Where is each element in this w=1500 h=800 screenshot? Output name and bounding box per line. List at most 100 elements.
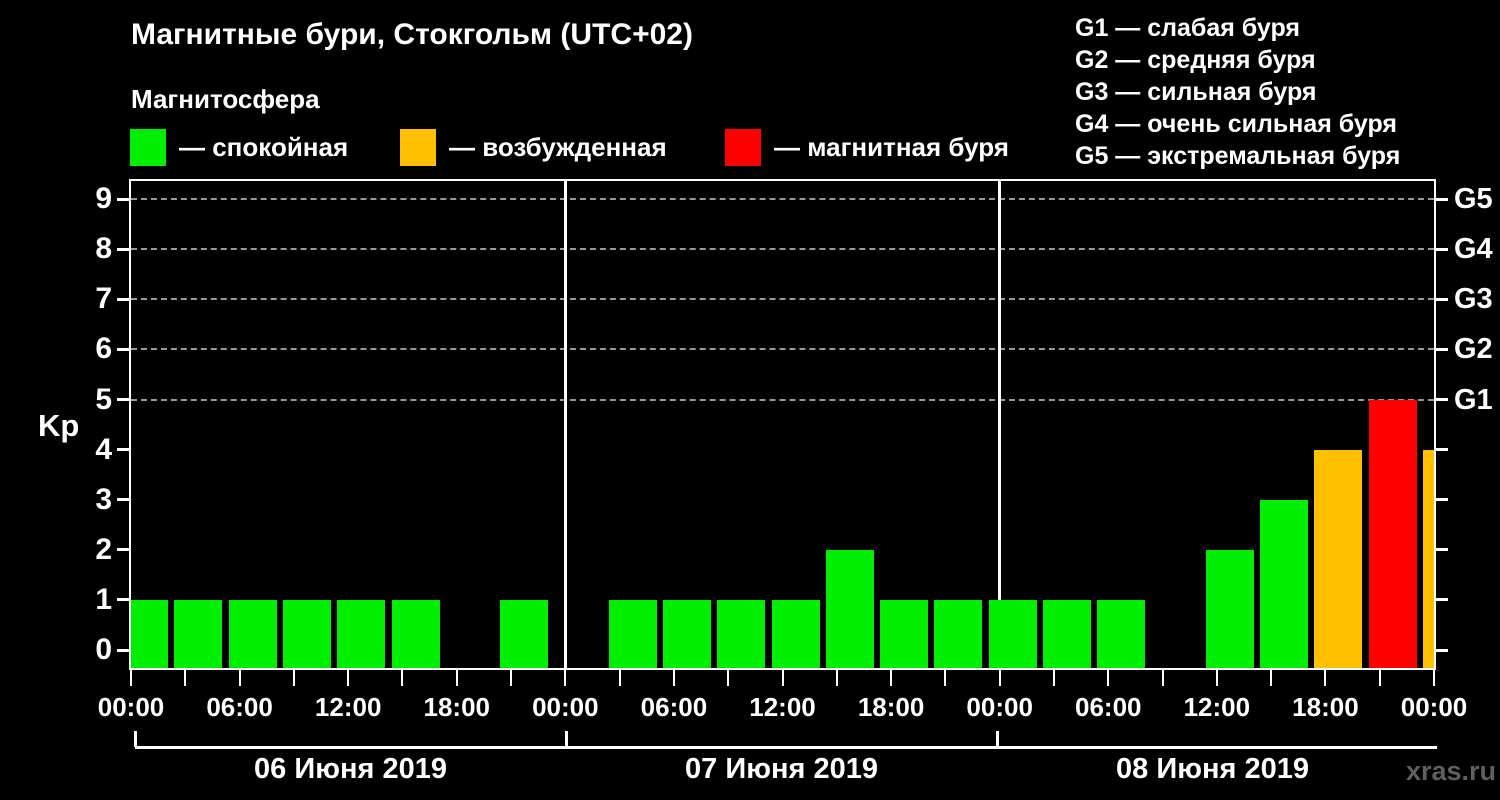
g-level-label: G3: [1454, 283, 1493, 316]
legend-item-quiet: — спокойная: [130, 129, 348, 166]
y-tick-label: 9: [95, 182, 112, 216]
x-tick-label: 18:00: [423, 692, 491, 722]
g-scale-line-g3: G3 — сильная буря: [1075, 78, 1317, 106]
date-label: 08 Июня 2019: [1116, 753, 1309, 785]
y-tick-label: 2: [95, 532, 112, 566]
legend-label-storm: — магнитная буря: [774, 132, 1009, 162]
date-label: 06 Июня 2019: [254, 753, 447, 785]
x-tick-label: 06:00: [206, 692, 273, 722]
x-tick: [1052, 668, 1055, 686]
y-tick: [117, 247, 129, 251]
kp-bar: [1097, 599, 1146, 668]
x-tick: [1161, 668, 1164, 686]
y-tick-label: 3: [95, 482, 112, 516]
kp-bar: [1043, 599, 1091, 668]
kp-bar: [1368, 399, 1417, 668]
x-tick: [455, 668, 458, 686]
x-tick-label: 12:00: [314, 692, 382, 722]
x-tick: [401, 668, 404, 686]
excited-color-swatch-icon: [400, 129, 436, 166]
watermark: xras.ru: [1405, 756, 1496, 786]
legend-label-quiet: — спокойная: [179, 132, 349, 162]
date-bracket-tick: [134, 731, 137, 747]
x-tick-label: 12:00: [749, 692, 816, 722]
kp-bar: [934, 599, 983, 668]
x-tick: [1324, 668, 1327, 686]
y-tick: [117, 398, 129, 401]
x-tick: [998, 668, 1001, 686]
y-tick: [117, 598, 129, 602]
kp-bar: [608, 599, 657, 668]
x-tick: [1270, 668, 1273, 686]
quiet-color-swatch-icon: [130, 129, 166, 166]
day-divider-line: [563, 181, 567, 668]
g-scale-line-g4: G4 — очень сильная буря: [1075, 110, 1397, 138]
right-axis-tick: [1436, 197, 1448, 201]
kp-bar: [880, 599, 929, 668]
kp-bar: [771, 599, 820, 668]
date-label: 07 Июня 2019: [685, 753, 878, 785]
kp-bar: [500, 599, 548, 668]
kp-bar: [1314, 449, 1363, 668]
x-tick: [1107, 668, 1110, 686]
right-axis-tick: [1436, 398, 1448, 401]
date-bracket-tick: [565, 731, 568, 747]
legend-label-excited: — возбужденная: [449, 132, 667, 162]
right-axis-tick: [1436, 598, 1448, 602]
kp-bar: [282, 599, 331, 668]
date-bracket-line: [135, 746, 1437, 749]
x-tick: [292, 668, 295, 686]
g-scale-line-g5: G5 — экстремальная буря: [1075, 142, 1401, 170]
x-tick-label: 12:00: [1183, 692, 1251, 722]
x-tick: [618, 668, 621, 686]
x-tick: [727, 668, 730, 686]
x-tick-label: 18:00: [1292, 692, 1359, 722]
grid-line: [131, 298, 1434, 301]
plot-area: [129, 179, 1436, 670]
kp-bar: [825, 549, 874, 668]
y-tick: [117, 498, 129, 502]
g-level-label: G1: [1454, 383, 1493, 416]
x-tick: [184, 668, 187, 686]
x-tick: [347, 668, 350, 686]
legend-item-storm: — магнитная буря: [725, 129, 1009, 166]
right-axis-tick: [1436, 548, 1448, 552]
y-tick-label: 6: [95, 332, 112, 366]
x-tick-label: 06:00: [640, 692, 708, 722]
g-scale-legend: G1 — слабая буря G2 — средняя буря G3 — …: [1075, 12, 1400, 172]
chart-title: Магнитные бури, Стокгольм (UTC+02): [131, 18, 693, 51]
kp-bar: [662, 599, 711, 668]
grid-line: [131, 348, 1434, 351]
kp-bar: [131, 599, 168, 668]
legend-item-excited: — возбужденная: [400, 129, 667, 166]
x-tick: [130, 668, 132, 686]
kp-bar: [1205, 549, 1254, 668]
right-axis-tick: [1436, 648, 1448, 652]
y-tick: [117, 347, 129, 351]
chart-subtitle: Магнитосфера: [131, 84, 320, 114]
x-tick: [890, 668, 893, 686]
g-scale-line-g1: G1 — слабая буря: [1075, 14, 1301, 42]
x-tick-label: 00:00: [1400, 692, 1468, 722]
grid-line: [131, 198, 1434, 201]
g-level-label: G4: [1454, 233, 1493, 266]
y-axis-title: Kp: [38, 408, 80, 443]
y-tick: [117, 648, 129, 652]
grid-line: [131, 248, 1434, 251]
y-tick-label: 1: [95, 582, 112, 616]
kp-bar: [391, 599, 440, 668]
date-bracket-tick: [996, 731, 999, 747]
right-axis-tick: [1436, 297, 1448, 301]
g-level-label: G2: [1454, 333, 1493, 366]
kp-bar: [337, 599, 386, 668]
right-axis-tick: [1436, 247, 1448, 251]
x-tick: [510, 668, 513, 686]
kp-bar: [228, 599, 277, 668]
x-tick-label: 00:00: [97, 692, 165, 722]
y-tick: [117, 448, 129, 452]
grid-line: [131, 398, 1434, 401]
g-level-label: G5: [1454, 183, 1493, 216]
y-tick-label: 7: [95, 282, 112, 316]
kp-bar: [1423, 449, 1434, 668]
